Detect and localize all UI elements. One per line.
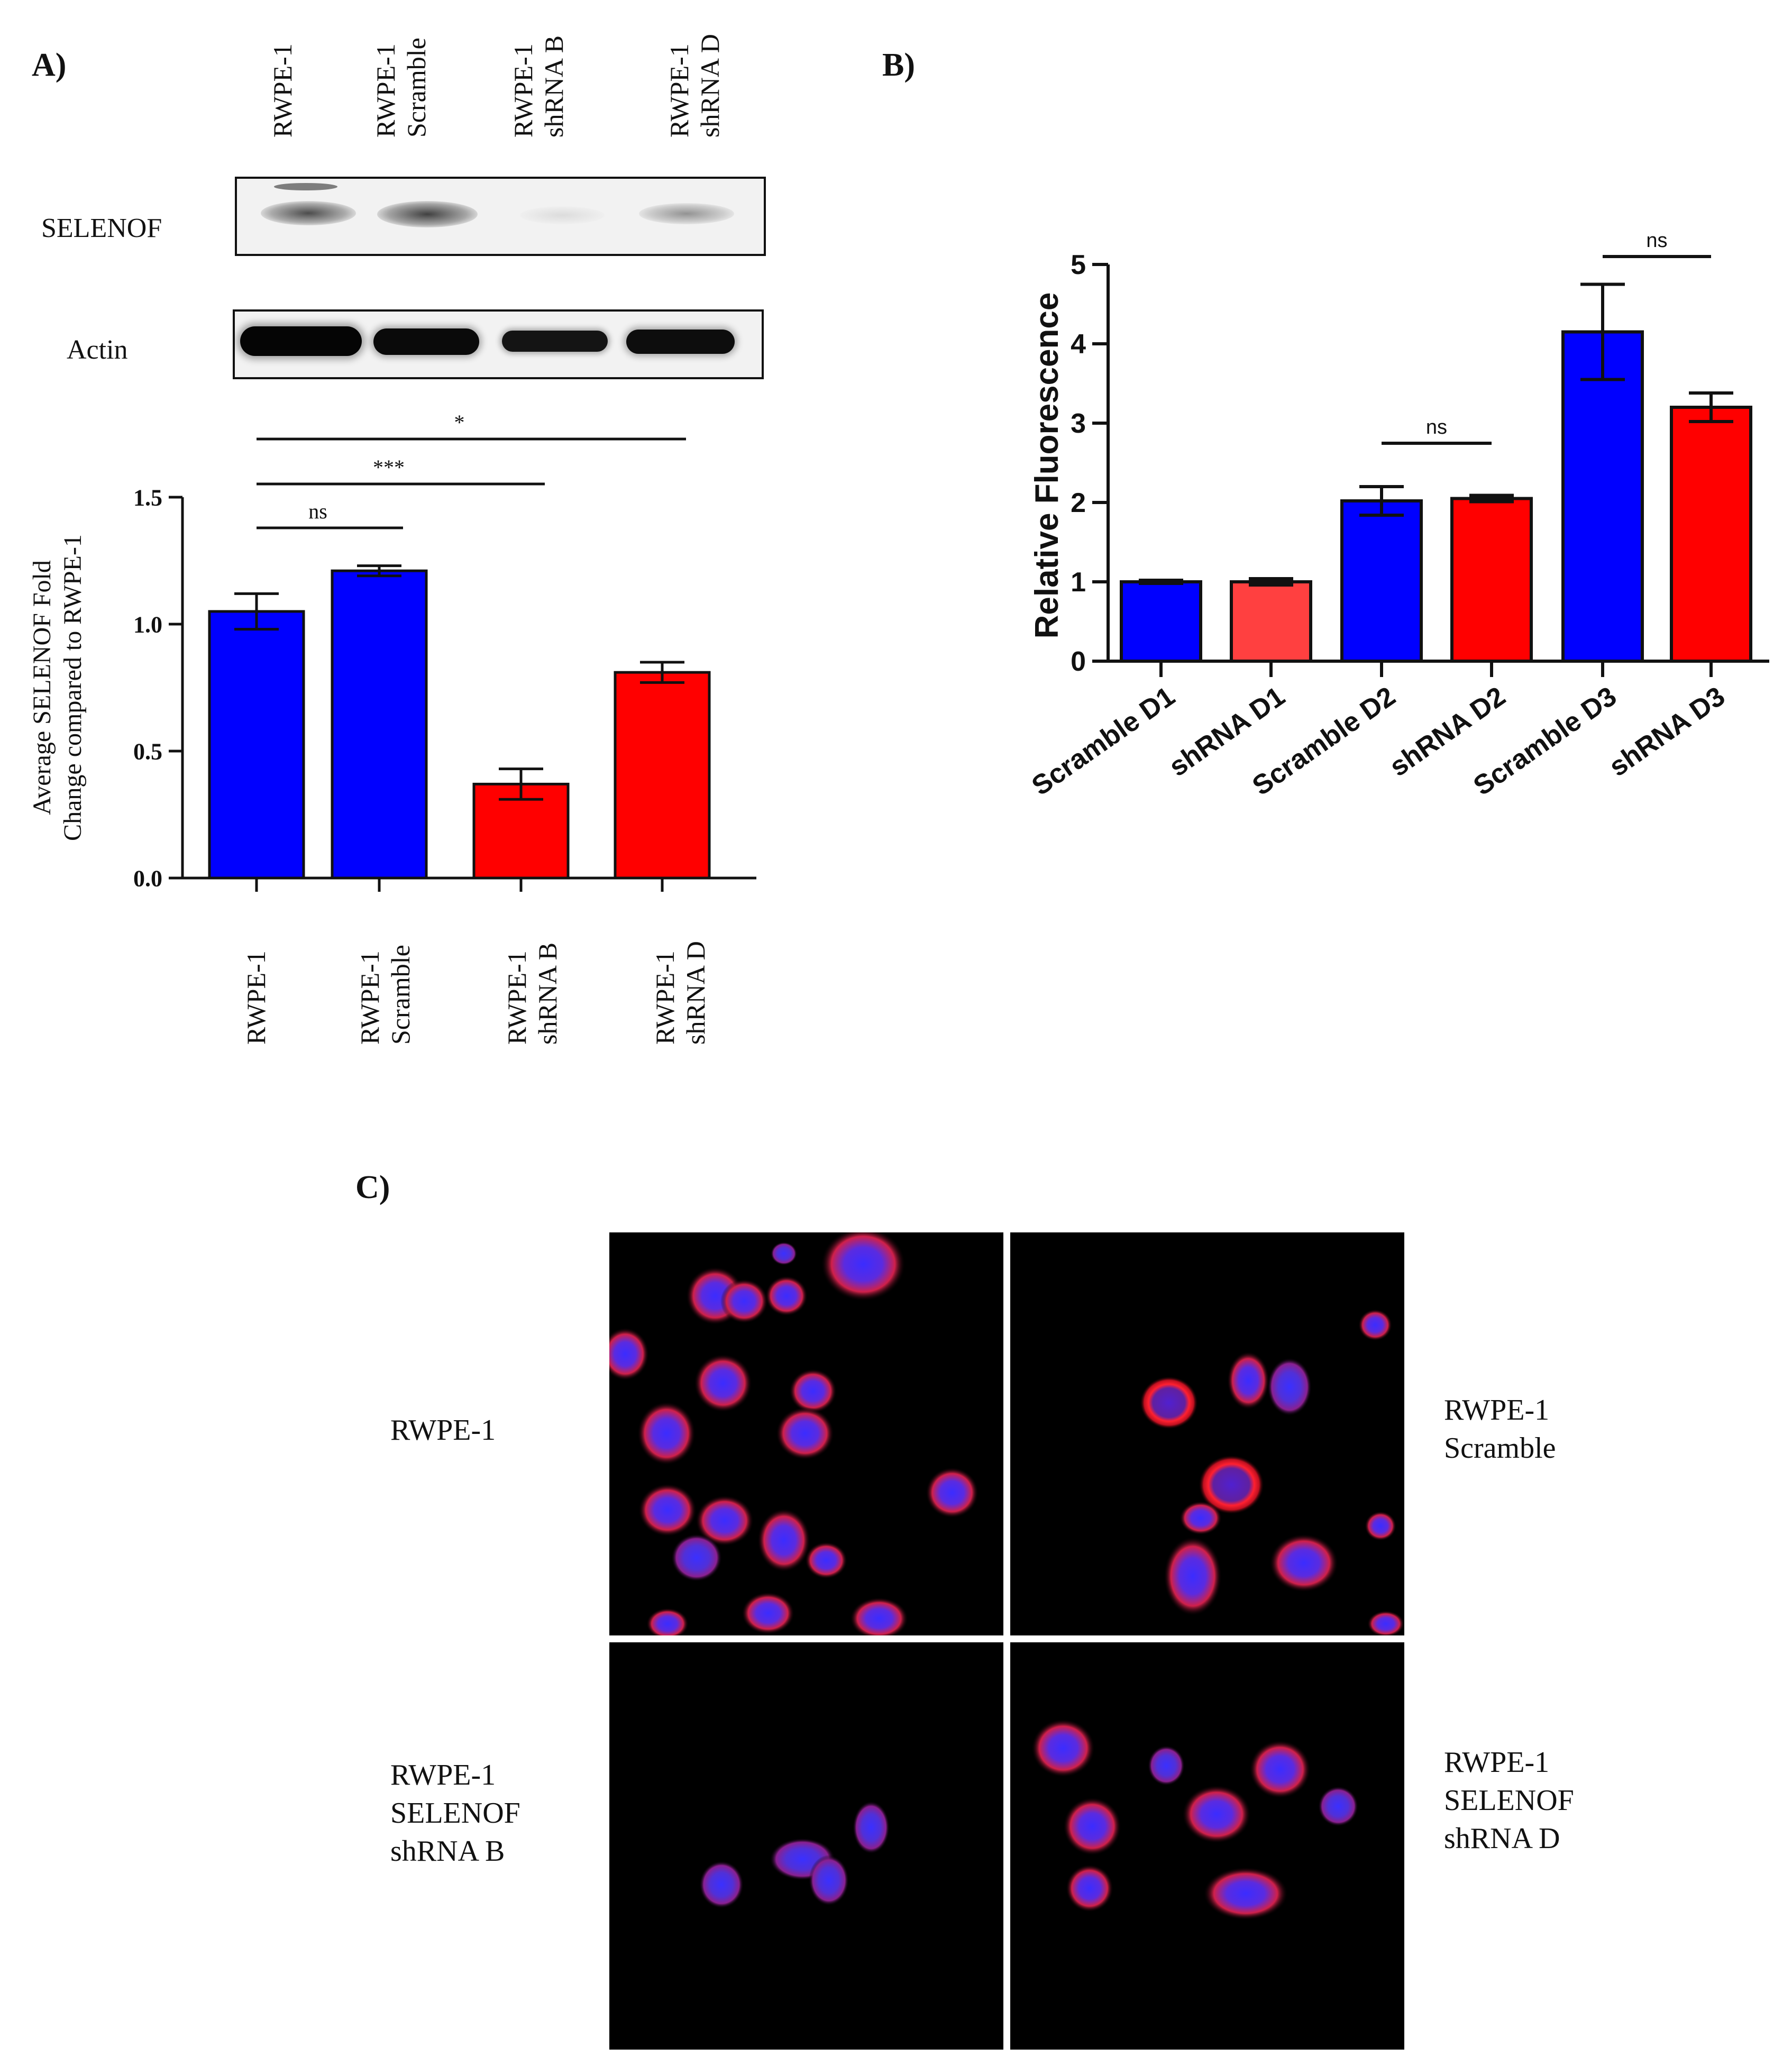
condition-label-rwpe1: RWPE-1 xyxy=(390,1414,496,1447)
panel-label-c: C) xyxy=(355,1169,390,1205)
panel-label-b: B) xyxy=(882,47,915,83)
chart-a-ylabel-line1: Average SELENOF Fold xyxy=(28,560,56,815)
selenof-band-lane-3 xyxy=(520,206,605,224)
chartB-y-tick-label-4: 3 xyxy=(1071,408,1086,439)
chartA-significance-label-3: * xyxy=(454,410,465,434)
chartB-category-label-1: Scramble D1 xyxy=(1027,681,1181,801)
micrograph-rwpe1-scramble xyxy=(1010,1232,1404,1637)
chartA-bar-4 xyxy=(614,671,711,880)
actin-band-lane-1 xyxy=(240,326,362,356)
chart-b-bars-group xyxy=(1120,282,1752,663)
chartB-bar-1 xyxy=(1120,580,1202,663)
chartB-significance-label-2: ns xyxy=(1646,230,1667,252)
chartA-y-tick-label-1: 0.0 xyxy=(133,865,162,891)
micrograph-rwpe1-shrna-d xyxy=(1010,1642,1404,2050)
chartB-bar-2 xyxy=(1230,580,1312,663)
micrograph-rwpe1-shrna-b xyxy=(609,1642,1003,2050)
chartA-significance-label-2: *** xyxy=(373,455,405,479)
micrograph-rwpe1-shrna-b-cells xyxy=(699,1801,890,1908)
chart-b-significance-group: ns ns xyxy=(1382,230,1711,445)
chartA-y-tick-label-3: 1.0 xyxy=(133,611,162,637)
selenof-band-lane-4 xyxy=(639,203,734,224)
chart-a-y-axis-label: Average SELENOF Fold Change compared to … xyxy=(28,534,87,841)
chartB-y-tick-label-6: 5 xyxy=(1071,250,1086,280)
blot-row-label-selenof: SELENOF xyxy=(41,213,162,243)
condition-label-rwpe1-shrna-d: RWPE-1 SELENOF shRNA D xyxy=(1444,1746,1574,1855)
chart-a-significance-group: ns**** xyxy=(257,410,686,529)
chartB-y-tick-label-3: 2 xyxy=(1071,488,1086,518)
chart-a-y-ticks: 0.0 0.5 1.0 1.5 xyxy=(133,484,182,891)
chartA-significance-label-1: ns xyxy=(308,499,327,523)
selenof-band-lane-1 xyxy=(261,201,356,225)
blot-row-label-actin: Actin xyxy=(67,335,128,365)
selenof-band-lane-2 xyxy=(377,201,478,227)
chartB-bar-3 xyxy=(1340,499,1423,663)
chart-a-ylabel-line2: Change compared to RWPE-1 xyxy=(59,534,87,841)
selenof-blot xyxy=(235,177,766,256)
chartB-category-label-6: shRNA D3 xyxy=(1604,681,1731,782)
chart-a-bars-group xyxy=(208,564,711,880)
chartA-y-tick-label-4: 1.5 xyxy=(133,484,162,510)
micrograph-rwpe1-shrna-d-cells xyxy=(1031,1719,1358,1920)
actin-band-lane-3 xyxy=(502,331,608,352)
actin-band-lane-2 xyxy=(373,328,479,355)
selenof-blot-smudge xyxy=(274,183,337,190)
chartB-bar-5 xyxy=(1561,330,1644,663)
chart-b-y-ticks: 0 1 2 3 4 5 xyxy=(1071,250,1108,677)
condition-label-rwpe1-shrna-b: RWPE-1 SELENOF shRNA B xyxy=(390,1759,520,1868)
chart-a-x-ticks xyxy=(255,878,664,892)
micrograph-rwpe1-scramble-cells xyxy=(1140,1309,1404,1637)
micrograph-rwpe1 xyxy=(601,1227,1003,1640)
chartB-bar-6 xyxy=(1670,406,1752,663)
chartB-bar-4 xyxy=(1450,497,1533,663)
condition-label-rwpe1-scramble: RWPE-1 Scramble xyxy=(1444,1394,1556,1465)
panel-label-a: A) xyxy=(32,47,67,83)
chart-b-y-axis-label: Relative Fluorescence xyxy=(1029,292,1065,639)
actin-band-lane-4 xyxy=(626,330,735,354)
chartB-significance-label-1: ns xyxy=(1426,416,1447,438)
chartA-bar-3 xyxy=(472,782,570,880)
chartB-y-tick-label-2: 1 xyxy=(1071,567,1086,598)
actin-blot xyxy=(233,309,764,379)
chartB-y-tick-label-5: 4 xyxy=(1071,329,1086,360)
chartB-y-tick-label-1: 0 xyxy=(1071,646,1086,677)
chartA-y-tick-label-2: 0.5 xyxy=(133,738,162,764)
micrograph-rwpe1-cells xyxy=(601,1227,979,1640)
